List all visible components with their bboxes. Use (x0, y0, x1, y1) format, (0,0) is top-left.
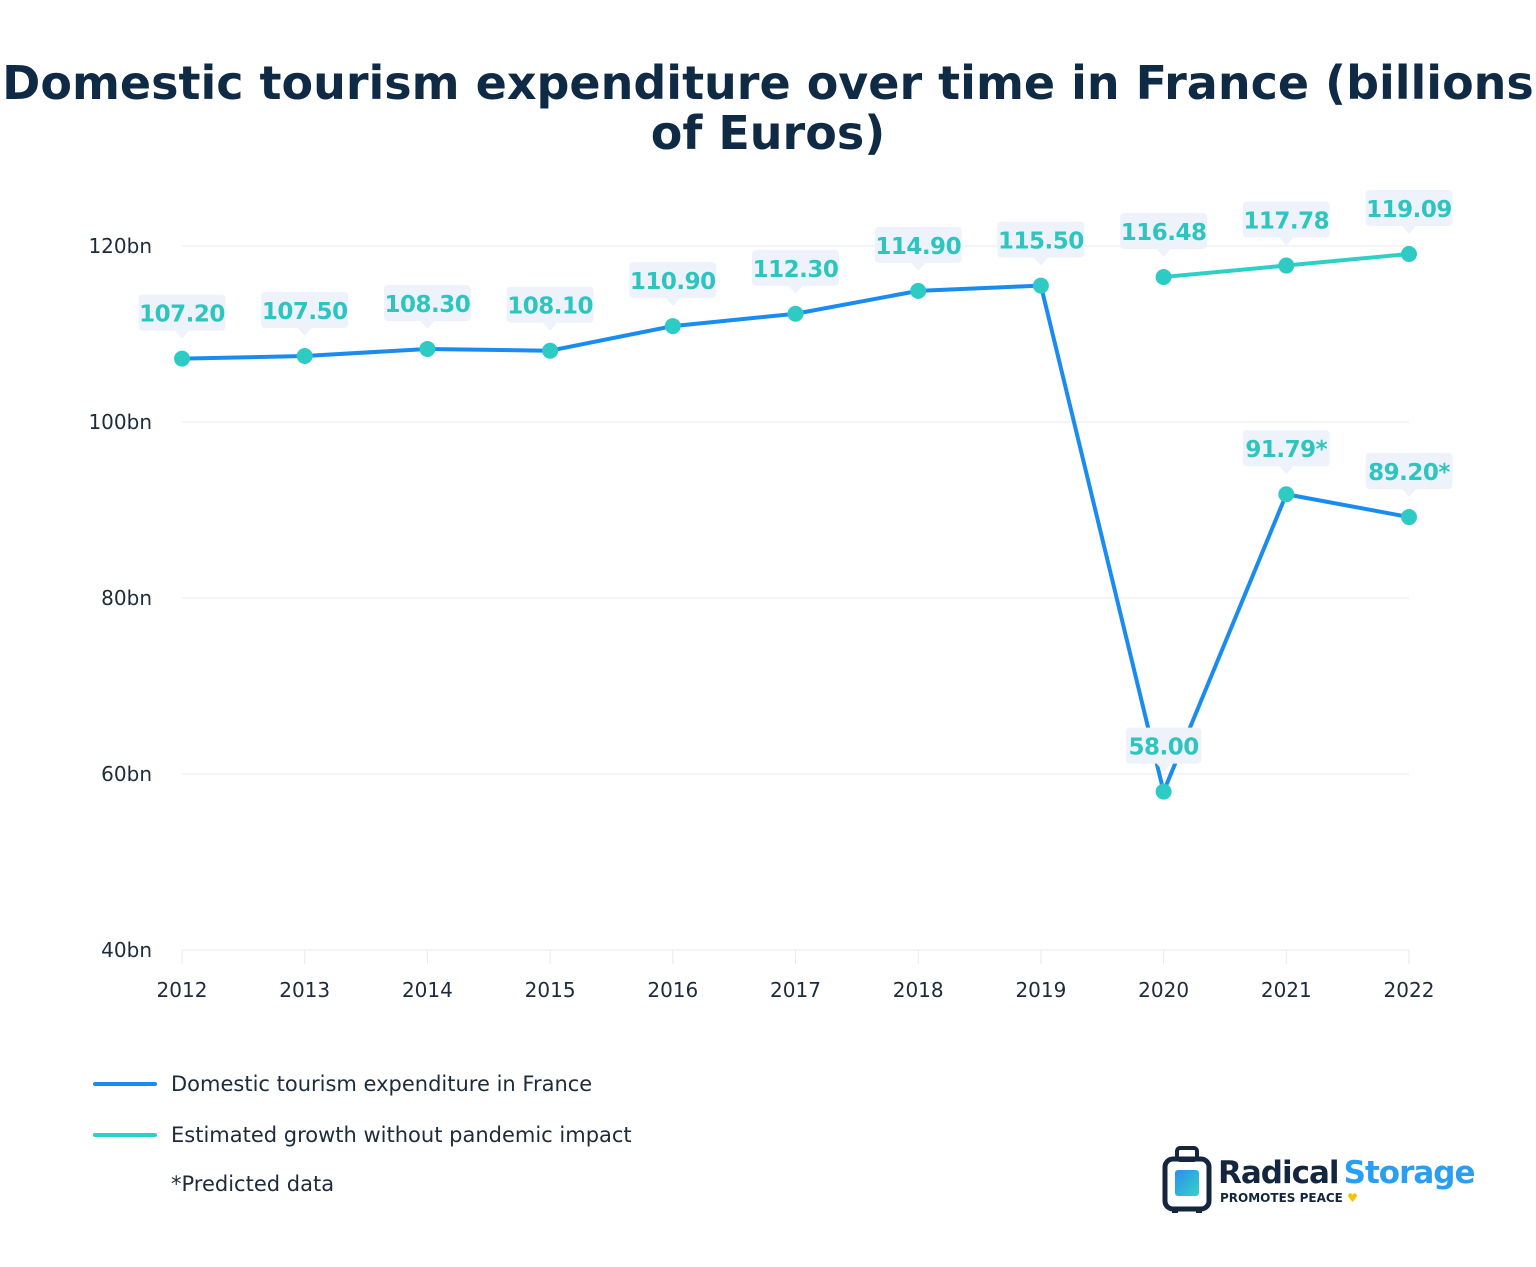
x-tick-label: 2013 (279, 978, 330, 1002)
x-tick-label: 2019 (1015, 978, 1066, 1002)
data-point (787, 305, 804, 322)
data-label-box (752, 249, 839, 286)
data-point (1278, 257, 1295, 274)
data-label: 117.78 (1243, 209, 1329, 235)
data-label: 108.10 (507, 294, 593, 320)
legend-label-estimated: Estimated growth without pandemic impact (171, 1123, 632, 1147)
legend-item-domestic: Domestic tourism expenditure in France (93, 1072, 592, 1096)
data-label: 107.20 (139, 302, 225, 328)
y-tick-label: 80bn (101, 586, 152, 610)
data-label-box (506, 286, 594, 323)
data-label-pointer (543, 322, 558, 331)
data-label-box (1242, 430, 1330, 467)
data-label-pointer (1402, 226, 1416, 235)
footnote: *Predicted data (171, 1172, 335, 1196)
logo-word-storage: Storage (1343, 1155, 1476, 1191)
data-label-box (1365, 190, 1453, 227)
data-label: 112.30 (753, 257, 839, 283)
data-label-box (1365, 453, 1453, 490)
data-label-box (1120, 212, 1208, 249)
data-point (542, 342, 559, 359)
data-label-box (997, 221, 1085, 258)
data-label: 91.79* (1245, 437, 1327, 463)
data-label: 114.90 (875, 234, 961, 260)
data-point (1032, 277, 1049, 294)
data-label-box (1125, 727, 1202, 764)
x-tick-label: 2015 (525, 978, 576, 1002)
y-tick-label: 100bn (88, 410, 152, 434)
heart-icon: ♥ (1347, 1191, 1358, 1205)
x-tick-label: 2014 (402, 978, 453, 1002)
legend-label-domestic: Domestic tourism expenditure in France (171, 1072, 593, 1096)
data-label-box (874, 226, 962, 263)
data-point (296, 348, 313, 364)
x-tick-label: 2020 (1138, 978, 1189, 1002)
chart-title: Domestic tourism expenditure over time i… (2, 56, 1534, 160)
data-label: 89.20* (1368, 460, 1450, 486)
y-tick-label: 60bn (101, 762, 152, 786)
data-label: 108.30 (385, 292, 471, 318)
data-point (910, 282, 927, 299)
suitcase-icon (1162, 1146, 1212, 1213)
data-label-pointer (911, 262, 926, 271)
legend-item-estimated: Estimated growth without pandemic impact (93, 1123, 632, 1147)
data-label-pointer (1402, 489, 1416, 498)
x-tick-label: 2017 (770, 978, 821, 1002)
data-label: 116.48 (1121, 220, 1207, 246)
y-tick-label: 40bn (101, 938, 152, 962)
data-point (174, 350, 190, 367)
logo-tagline: PROMOTES PEACE (1220, 1191, 1343, 1205)
data-point (1278, 486, 1295, 503)
data-point (664, 318, 681, 335)
data-label-pointer (1156, 763, 1171, 772)
data-point (1155, 783, 1172, 800)
x-tick-label: 2021 (1261, 978, 1312, 1002)
data-label-pointer (297, 328, 312, 336)
data-label: 115.50 (998, 229, 1084, 255)
data-label-box (261, 292, 349, 328)
x-tick-label: 2012 (157, 978, 208, 1002)
data-label-pointer (665, 298, 680, 307)
data-label-pointer (1279, 237, 1294, 246)
x-tick-label: 2022 (1384, 978, 1435, 1002)
x-tick-label: 2018 (893, 978, 944, 1002)
legend-swatch-domestic (93, 1082, 157, 1086)
series-line-domestic (181, 283, 1410, 794)
data-label-pointer (1156, 248, 1171, 257)
data-label-pointer (420, 320, 435, 329)
data-point (1401, 509, 1417, 526)
data-label-box (629, 262, 717, 299)
radical-storage-logo: Radical Storage PROMOTES PEACE ♥ (1162, 1146, 1475, 1214)
legend-swatch-estimated (93, 1133, 157, 1137)
logo-word-radical: Radical (1218, 1155, 1340, 1191)
y-tick-label: 120bn (88, 234, 152, 258)
data-label: 119.09 (1366, 197, 1452, 223)
data-point (1155, 268, 1172, 285)
data-label: 107.50 (262, 299, 348, 325)
data-label-pointer (175, 330, 189, 339)
data-label-box (1242, 201, 1330, 238)
data-label: 58.00 (1128, 735, 1198, 761)
data-label-pointer (1033, 257, 1048, 266)
data-label-pointer (1279, 466, 1294, 475)
x-tick-label: 2016 (647, 978, 698, 1002)
data-label-box (383, 284, 471, 321)
data-point (419, 340, 436, 357)
data-point (1401, 246, 1417, 263)
data-label-pointer (788, 285, 803, 294)
data-label-box (138, 294, 226, 331)
data-label: 110.90 (630, 269, 716, 295)
